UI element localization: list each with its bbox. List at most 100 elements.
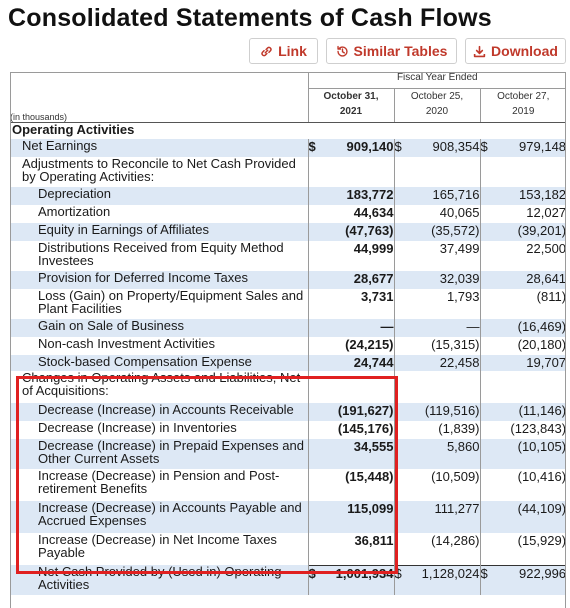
amount: 28,677 (353, 271, 394, 286)
amount: 153,182 (519, 187, 567, 202)
value-cell (393, 371, 480, 403)
currency-symbol: $ (394, 566, 402, 581)
value-cell: (811) (479, 289, 567, 319)
amount: 34,555 (353, 439, 394, 454)
amount: — (466, 319, 480, 334)
table-row: Decrease (Increase) in Prepaid Expenses … (10, 439, 567, 469)
currency-symbol: $ (394, 139, 402, 154)
amount: 44,634 (353, 205, 394, 220)
similar-tables-button[interactable]: Similar Tables (326, 38, 457, 64)
row-label: Net Earnings (10, 139, 308, 157)
table-row: Increase (Decrease) in Pension and Post-… (10, 469, 567, 501)
value-cell: $922,996 (479, 565, 567, 595)
value-cell: (123,843) (479, 421, 567, 439)
table-row: Loss (Gain) on Property/Equipment Sales … (10, 289, 567, 319)
value-cell: (20,180) (479, 337, 567, 355)
table-row: Non-cash Investment Activities (24,215) (1… (10, 337, 567, 355)
amount: 908,354 (432, 139, 480, 154)
value-cell (479, 371, 567, 403)
amount: 1,001,934 (335, 566, 394, 581)
value-cell: (11,146) (479, 403, 567, 421)
value-cell: 3,731 (307, 289, 394, 319)
row-label: Increase (Decrease) in Pension and Post-… (38, 469, 280, 496)
amount: (39,201) (517, 223, 567, 238)
amount: 1,793 (446, 289, 480, 304)
amount: (15,315) (431, 337, 480, 352)
row-label: Net Cash Provided by (Used in) Operating… (10, 565, 308, 595)
currency-symbol: $ (480, 566, 488, 581)
amount: (145,176) (337, 421, 394, 436)
value-cell: (15,448) (307, 469, 394, 501)
value-cell: $909,140 (307, 139, 394, 157)
value-cell: 36,811 (307, 533, 394, 565)
amount: 922,996 (519, 566, 567, 581)
value-cell: (10,416) (479, 469, 567, 501)
table-row: Changes in Operating Assets and Liabilit… (10, 371, 567, 403)
value-cell: $1,001,934 (307, 565, 394, 595)
amount: (15,448) (345, 469, 394, 484)
download-icon (473, 45, 486, 57)
value-cell: 32,039 (393, 271, 480, 289)
value-cell: 5,860 (393, 439, 480, 469)
amount: 979,148 (519, 139, 567, 154)
amount: (811) (536, 289, 567, 304)
amount: (119,516) (424, 403, 480, 418)
amount: 1,128,024 (421, 566, 480, 581)
row-label: Gain on Sale of Business (10, 319, 308, 337)
amount: (11,146) (518, 403, 567, 418)
link-button[interactable]: Link (249, 38, 318, 64)
value-cell (307, 157, 394, 187)
value-cell: (16,469) (479, 319, 567, 337)
value-cell: 44,634 (307, 205, 394, 223)
table-row: Equity in Earnings of Affiliates (47,763)… (10, 223, 567, 241)
value-cell: (47,763) (307, 223, 394, 241)
value-cell: 44,999 (307, 241, 394, 271)
amount: 44,999 (353, 241, 394, 256)
row-label: Decrease (Increase) in Prepaid Expenses … (10, 439, 308, 469)
value-cell: 22,500 (479, 241, 567, 271)
value-cell: (15,315) (393, 337, 480, 355)
value-cell: (191,627) (307, 403, 394, 421)
table-row: Amortization 44,634 40,065 12,027 (10, 205, 567, 223)
amount: (14,286) (431, 533, 480, 548)
row-label: Provision for Deferred Income Taxes (10, 271, 308, 289)
amount: (10,105) (517, 439, 567, 454)
row-label: Stock-based Compensation Expense (10, 355, 308, 371)
table-row: Depreciation 183,772 165,716 153,182 (10, 187, 567, 205)
value-cell (393, 157, 480, 187)
row-label: Operating Activities (12, 122, 135, 137)
row-label: Increase (Decrease) in Accounts Payable … (10, 501, 308, 533)
value-cell: 37,499 (393, 241, 480, 271)
table-row: Adjustments to Reconcile to Net Cash Pro… (10, 157, 567, 187)
column-header-2019: October 27, 2019 (479, 88, 567, 123)
amount: 3,731 (360, 289, 394, 304)
value-cell: $1,128,024 (393, 565, 480, 595)
value-cell: 28,677 (307, 271, 394, 289)
value-cell: 34,555 (307, 439, 394, 469)
amount: (15,929) (517, 533, 567, 548)
row-label: Depreciation (10, 187, 308, 205)
amount: 22,458 (439, 355, 480, 370)
value-cell: 19,707 (479, 355, 567, 371)
amount: 24,744 (353, 355, 394, 370)
value-cell: $979,148 (479, 139, 567, 157)
row-label: Amortization (38, 205, 111, 219)
amount: 19,707 (526, 355, 567, 370)
table-row: Decrease (Increase) in Inventories (145,1… (10, 421, 567, 439)
amount: (10,416) (517, 469, 567, 484)
value-cell: (145,176) (307, 421, 394, 439)
amount: 36,811 (354, 533, 394, 548)
fiscal-year-header: Fiscal Year Ended (307, 72, 567, 89)
row-label: Non-cash Investment Activities (38, 337, 216, 351)
amount: (10,509) (431, 469, 480, 484)
link-label: Link (278, 43, 307, 59)
currency-symbol: $ (308, 139, 316, 154)
table-row: Increase (Decrease) in Accounts Payable … (10, 501, 567, 533)
download-button[interactable]: Download (465, 38, 566, 64)
column-header-2020: October 25, 2020 (393, 88, 480, 123)
amount: 5,860 (446, 439, 480, 454)
value-cell: 28,641 (479, 271, 567, 289)
value-cell: (10,509) (393, 469, 480, 501)
value-cell: 24,744 (307, 355, 394, 371)
currency-symbol: $ (308, 566, 316, 581)
